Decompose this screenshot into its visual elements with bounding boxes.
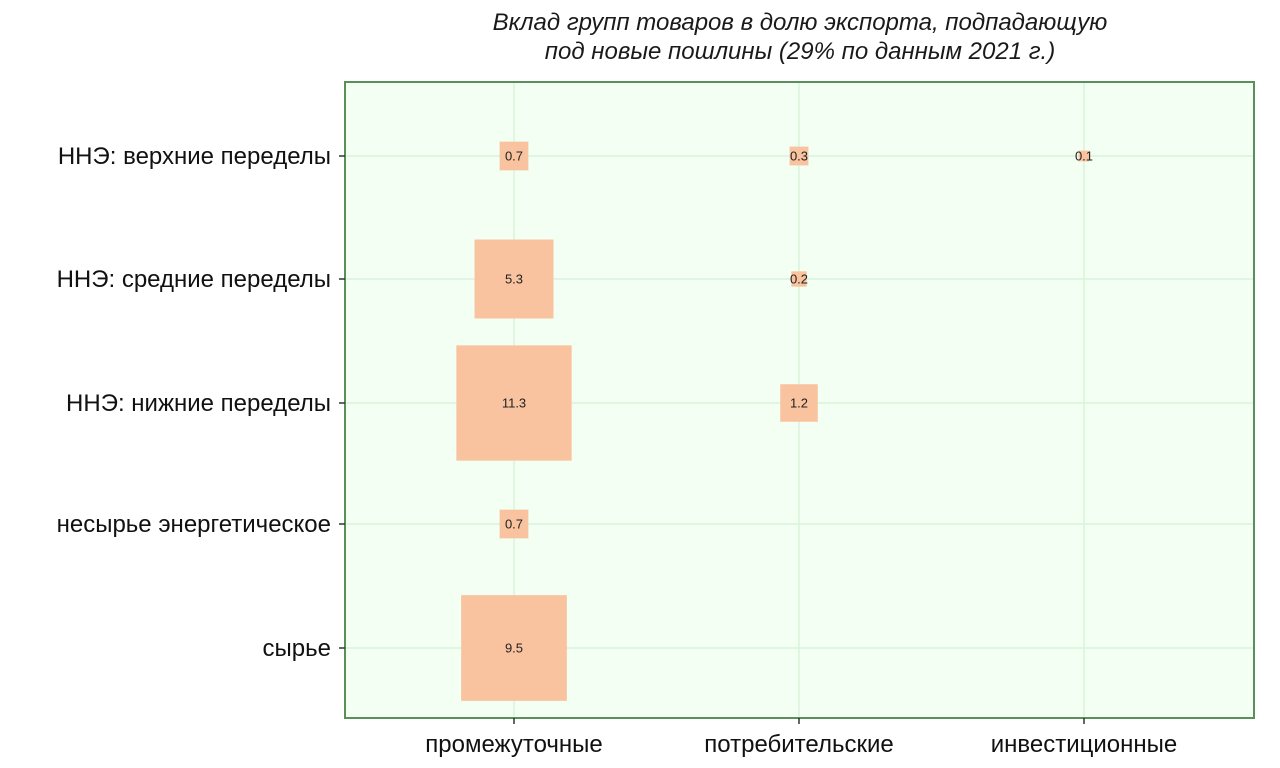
tile-3 xyxy=(474,239,554,319)
data-label-1: 0.3 xyxy=(790,149,808,164)
axes-layer: ННЭ: верхние переделы ННЭ: средние переде… xyxy=(57,81,1255,758)
x-tick-label-2: инвестиционные xyxy=(991,731,1178,758)
data-label-3: 5.3 xyxy=(505,272,523,287)
data-label-0: 0.7 xyxy=(505,149,523,164)
tile-4 xyxy=(791,271,807,287)
tile-1 xyxy=(789,146,809,166)
data-label-2: 0.1 xyxy=(1075,149,1093,164)
chart-title-line-2: под новые пошлины (29% по данным 2021 г.… xyxy=(544,38,1056,65)
x-tick-label-1: потребительские xyxy=(704,731,893,758)
data-label-4: 0.2 xyxy=(790,272,808,287)
data-label-6: 1.2 xyxy=(790,396,808,411)
x-tick-label-0: промежуточные xyxy=(425,731,603,758)
y-tick-label-0: ННЭ: верхние переделы xyxy=(58,143,331,170)
data-label-8: 9.5 xyxy=(505,641,523,656)
y-tick-label-3: несырье энергетическое xyxy=(57,511,331,538)
y-tick-label-1: ННЭ: средние переделы xyxy=(57,266,331,293)
tile-7 xyxy=(499,509,529,539)
data-label-5: 11.3 xyxy=(502,396,526,411)
tile-8 xyxy=(461,595,567,701)
tile-6 xyxy=(780,384,818,422)
tile-2 xyxy=(1078,150,1090,162)
y-tick-label-4: сырье xyxy=(263,635,331,662)
chart-title: Вклад групп товаров в долю экспорта, под… xyxy=(345,8,1255,66)
data-label-7: 0.7 xyxy=(505,517,523,532)
tile-5 xyxy=(456,345,572,461)
chart-title-line-1: Вклад групп товаров в долю экспорта, под… xyxy=(492,9,1108,36)
y-tick-label-2: ННЭ: нижние переделы xyxy=(66,390,331,417)
tile-0 xyxy=(499,141,529,171)
data-labels-layer: 0.7 0.3 0.1 5.3 0.2 11.3 1.2 0.7 9.5 xyxy=(502,149,1093,656)
tiles-layer xyxy=(456,141,1090,701)
